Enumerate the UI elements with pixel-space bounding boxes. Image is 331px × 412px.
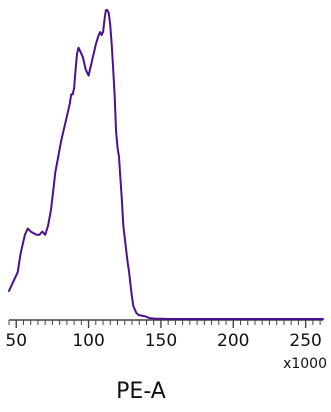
- series-group: [8, 9, 324, 320]
- x-tick-label: 50: [5, 331, 27, 351]
- x-tick-label: 150: [145, 331, 177, 351]
- x-axis-label: PE-A: [116, 379, 166, 404]
- x-axis-multiplier: x1000: [283, 356, 327, 372]
- x-tick-label: 200: [217, 331, 249, 351]
- x-tick-label: 250: [289, 331, 321, 351]
- x-tick-labels: 50 100 150 200 250: [5, 331, 321, 351]
- series-line: [8, 9, 324, 320]
- x-tick-label: 100: [72, 331, 104, 351]
- x-axis: [8, 319, 323, 328]
